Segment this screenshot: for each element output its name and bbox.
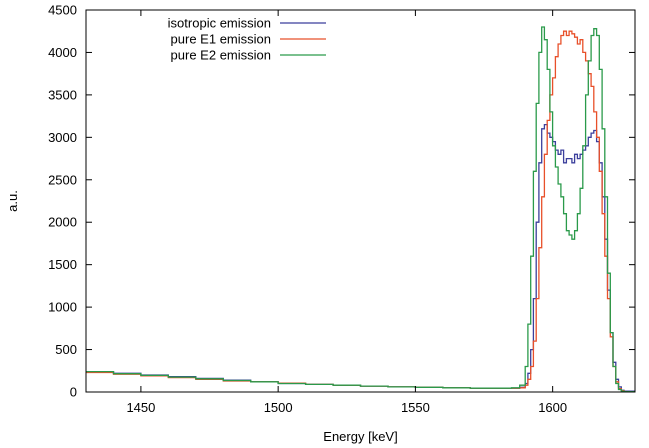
- ticks-layer: 0 500 1000 1500 2000 2500 3000 3500 4000 4500 1450…: [48, 3, 635, 415]
- y-tick-label: 2000: [48, 215, 77, 230]
- y-tick-label: 4500: [48, 3, 77, 18]
- y-tick-label: 3000: [48, 130, 77, 145]
- y-tick-label: 4000: [48, 45, 77, 60]
- plot-frame: [85, 9, 636, 393]
- y-tick-label: 1000: [48, 300, 77, 315]
- legend-label-1: isotropic emission: [168, 16, 271, 31]
- x-axis-label: Energy [keV]: [323, 429, 397, 444]
- series-line-1: [86, 123, 635, 392]
- y-tick-label: 1500: [48, 257, 77, 272]
- series-line-2: [86, 30, 635, 392]
- y-tick-label: 0: [70, 385, 77, 400]
- x-tick-label: 1450: [126, 400, 155, 415]
- y-tick-label: 3500: [48, 87, 77, 102]
- y-tick-label: 2500: [48, 172, 77, 187]
- x-tick-label: 1550: [401, 400, 430, 415]
- legend-label-2: pure E1 emission: [171, 32, 271, 47]
- legend-label-3: pure E2 emission: [171, 48, 271, 63]
- y-axis-label: a.u.: [5, 190, 20, 212]
- x-tick-label: 1500: [264, 400, 293, 415]
- x-tick-label: 1600: [538, 400, 567, 415]
- y-tick-label: 500: [55, 342, 77, 357]
- series-line-3: [86, 26, 635, 392]
- series-layer: [86, 26, 635, 392]
